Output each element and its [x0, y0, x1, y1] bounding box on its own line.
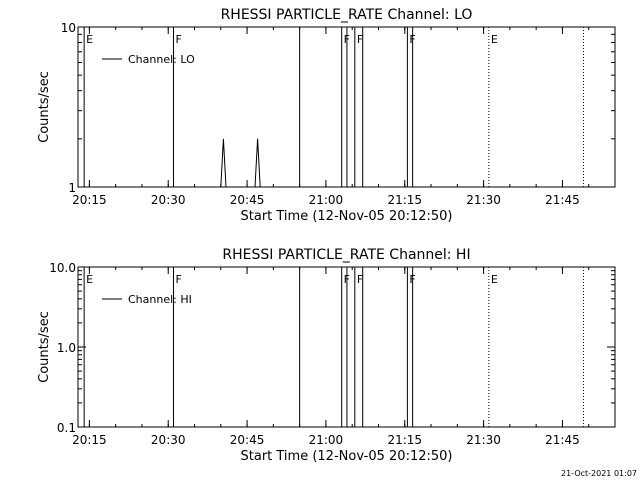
event-label: F [357, 273, 363, 286]
x-tick-label: 20:45 [230, 433, 265, 447]
x-tick-label: 20:45 [230, 193, 265, 207]
x-tick-label: 20:15 [72, 433, 107, 447]
y-tick-label: 0.1 [57, 421, 76, 435]
event-label: F [175, 33, 181, 46]
x-tick-label: 21:15 [387, 193, 422, 207]
x-tick-label: 20:30 [151, 193, 186, 207]
x-axis-label: Start Time (12-Nov-05 20:12:50) [241, 209, 453, 224]
generation-timestamp: 21-Oct-2021 01:07 [561, 469, 637, 478]
event-label: E [86, 33, 93, 46]
hi-channel-panel: RHESSI PARTICLE_RATE Channel: HI 20:15 20:… [37, 247, 616, 464]
legend-label: Channel: HI [128, 293, 192, 306]
y-tick-label: 10 [61, 21, 76, 35]
lo-channel-panel: RHESSI PARTICLE_RATE Channel: LO 20:15 20:… [37, 7, 616, 224]
event-label: E [491, 33, 498, 46]
y-axis-label: Counts/sec [37, 71, 52, 143]
x-axis-label: Start Time (12-Nov-05 20:12:50) [241, 449, 453, 464]
event-label: F [175, 273, 181, 286]
x-tick-label: 21:45 [545, 433, 580, 447]
x-tick-label: 21:15 [387, 433, 422, 447]
legend-label: Channel: LO [128, 53, 195, 66]
x-tick-label: 20:15 [72, 193, 107, 207]
event-label: E [86, 273, 93, 286]
x-tick-label: 21:30 [466, 433, 501, 447]
x-tick-label: 21:00 [309, 193, 344, 207]
x-tick-label: 21:30 [466, 193, 501, 207]
event-label: E [491, 273, 498, 286]
series-line [220, 138, 261, 188]
y-axis-label: Counts/sec [37, 311, 52, 383]
event-label: F [357, 33, 363, 46]
y-tick-label: 1 [68, 181, 76, 195]
x-tick-label: 20:30 [151, 433, 186, 447]
y-tick-label: 10.0 [49, 261, 76, 275]
x-tick-label: 21:45 [545, 193, 580, 207]
chart-title: RHESSI PARTICLE_RATE Channel: HI [222, 247, 470, 263]
x-tick-label: 21:00 [309, 433, 344, 447]
chart-title: RHESSI PARTICLE_RATE Channel: LO [221, 7, 473, 23]
y-tick-label: 1.0 [57, 341, 76, 355]
